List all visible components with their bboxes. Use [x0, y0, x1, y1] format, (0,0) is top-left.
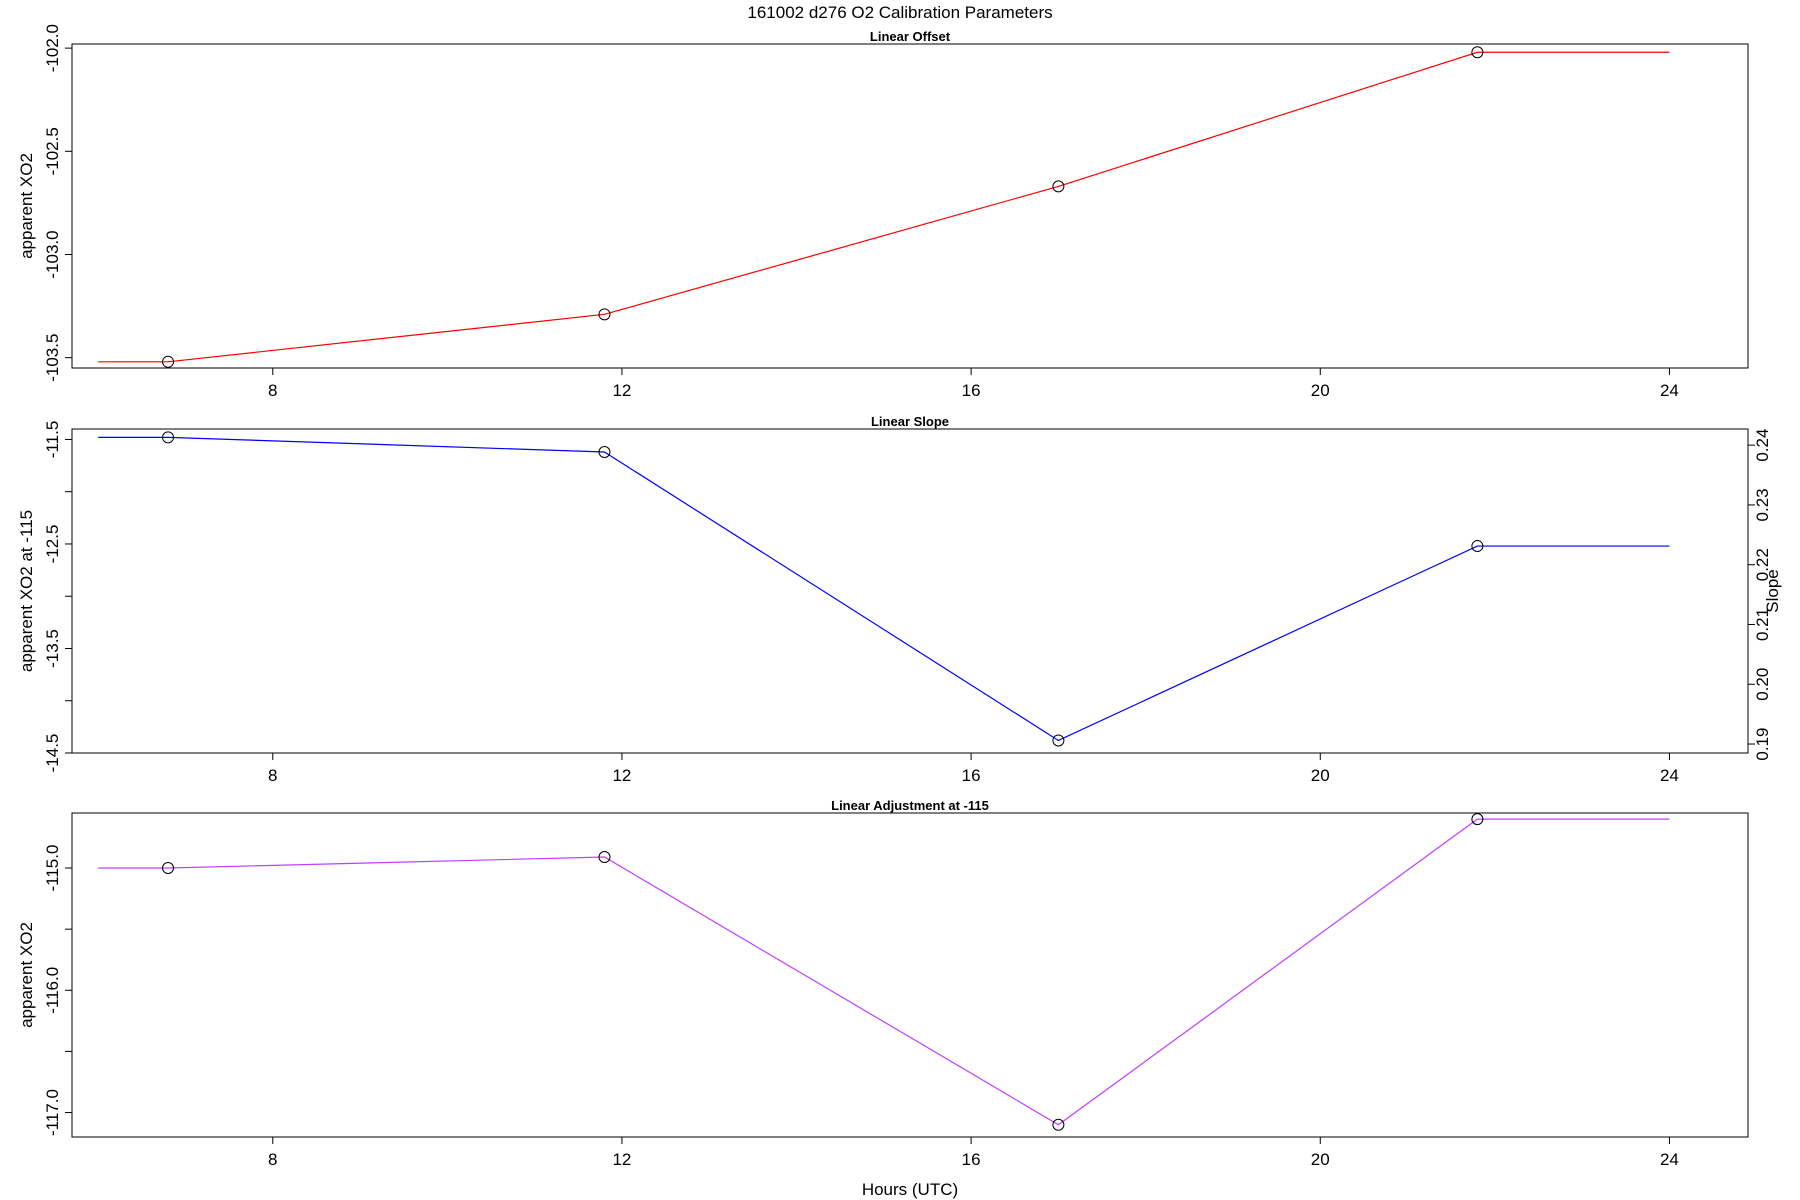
x-tick-label: 20 — [1311, 381, 1330, 400]
data-point — [1052, 734, 1065, 747]
y2-tick-label: 0.22 — [1753, 548, 1772, 581]
x-tick-label: 8 — [268, 381, 277, 400]
data-point — [1471, 813, 1484, 826]
y2-axis-label: Slope — [1763, 569, 1782, 612]
panel-title: Linear Slope — [871, 414, 949, 429]
x-tick-label: 16 — [962, 766, 981, 785]
x-tick-label: 16 — [962, 381, 981, 400]
data-point — [162, 431, 175, 444]
data-point — [1471, 46, 1484, 59]
y2-tick-label: 0.20 — [1753, 668, 1772, 701]
series-line — [98, 51, 1670, 363]
data-point — [598, 308, 611, 321]
data-point — [598, 851, 611, 864]
series-line — [98, 436, 1670, 742]
data-point — [1052, 1118, 1065, 1131]
plot-frame — [71, 428, 1749, 754]
x-tick-label: 16 — [962, 1150, 981, 1169]
panel-title: Linear Offset — [870, 29, 951, 44]
plot-frame — [71, 43, 1749, 369]
y-tick-label: -116.0 — [43, 967, 62, 1014]
data-point — [162, 862, 175, 875]
y-tick-label: -12.5 — [43, 525, 62, 564]
panel-3: Linear Adjustment at -115 8 12 16 20 24 -115.0… — [17, 798, 1749, 1199]
x-tick-label: 20 — [1311, 766, 1330, 785]
panels: Linear Offset 8 12 16 20 24 -103.5 -103.0 -102.5… — [17, 24, 1782, 1199]
y2-tick-label: 0.21 — [1753, 608, 1772, 641]
y-tick-label: -103.0 — [43, 230, 62, 278]
x-tick-label: 12 — [612, 1150, 631, 1169]
y-tick-label: -11.5 — [43, 421, 62, 459]
y-axis-label: apparent XO2 — [17, 153, 36, 259]
panel-1: Linear Offset 8 12 16 20 24 -103.5 -103.0 -102.5… — [17, 24, 1749, 400]
x-tick-label: 24 — [1660, 766, 1679, 785]
panel-title: Linear Adjustment at -115 — [831, 798, 989, 813]
y2-tick-label: 0.24 — [1753, 429, 1772, 462]
data-point — [1052, 180, 1065, 193]
x-tick-label: 8 — [268, 1150, 277, 1169]
panel-2: Linear Slope 8 12 16 20 24 -11.5 -12.5 -13.5 -14.… — [17, 414, 1782, 785]
y-axis-label: apparent XO2 — [17, 922, 36, 1028]
y-tick-label: -103.5 — [43, 334, 62, 382]
x-tick-label: 20 — [1311, 1150, 1330, 1169]
y-tick-label: -13.5 — [43, 629, 62, 668]
series-line — [98, 818, 1670, 1126]
y-tick-label: -117.0 — [43, 1089, 62, 1136]
plot-frame — [71, 812, 1749, 1138]
data-point — [1471, 540, 1484, 553]
y-tick-label: -14.5 — [43, 734, 62, 773]
data-point — [162, 355, 175, 368]
y2-tick-label: 0.19 — [1753, 727, 1772, 760]
x-tick-label: 24 — [1660, 1150, 1679, 1169]
y-tick-label: -102.0 — [43, 24, 62, 72]
y2-tick-label: 0.23 — [1753, 488, 1772, 521]
x-tick-label: 12 — [612, 381, 631, 400]
y-tick-label: -102.5 — [43, 127, 62, 175]
x-tick-label: 24 — [1660, 381, 1679, 400]
y-axis-label: apparent XO2 at -115 — [17, 510, 36, 672]
x-tick-label: 12 — [612, 766, 631, 785]
y-tick-label: -115.0 — [43, 845, 62, 892]
data-point — [598, 445, 611, 458]
x-tick-label: 8 — [268, 766, 277, 785]
figure-title: 161002 d276 O2 Calibration Parameters — [747, 3, 1052, 22]
x-axis-label: Hours (UTC) — [862, 1180, 958, 1199]
